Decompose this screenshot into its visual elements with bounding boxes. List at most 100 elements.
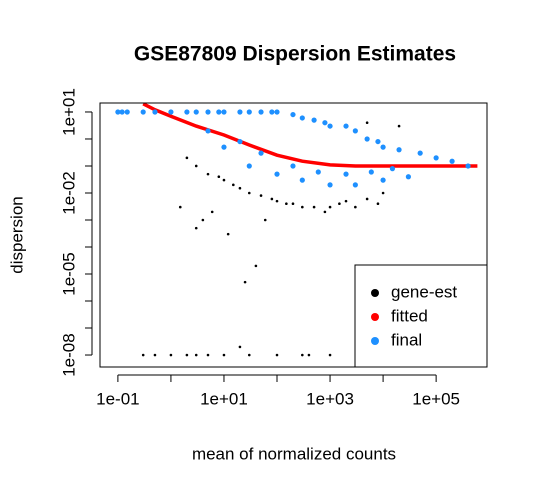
point <box>301 205 304 209</box>
legend-label: final <box>391 330 422 349</box>
point <box>221 144 227 150</box>
fitted-line <box>142 103 478 168</box>
point <box>417 150 423 156</box>
point <box>184 109 190 115</box>
point <box>322 120 328 126</box>
point <box>247 353 251 357</box>
point <box>344 199 348 203</box>
point <box>124 109 130 115</box>
point <box>365 121 369 125</box>
legend-label: fitted <box>391 306 428 325</box>
point <box>365 197 369 201</box>
point <box>216 109 222 115</box>
point <box>263 218 267 222</box>
point <box>185 156 189 160</box>
point <box>274 109 280 115</box>
point <box>299 115 305 121</box>
point <box>168 109 174 115</box>
point <box>201 218 205 222</box>
point <box>338 202 341 206</box>
point <box>259 194 263 197</box>
point <box>275 353 279 357</box>
x-tick-label: 1e+01 <box>200 389 248 408</box>
point <box>258 150 264 156</box>
y-tick-label: 1e-08 <box>59 333 78 376</box>
point <box>115 109 121 115</box>
point <box>290 163 296 169</box>
point <box>238 345 242 349</box>
point <box>232 183 235 187</box>
point <box>291 202 295 206</box>
point <box>465 163 471 169</box>
point <box>221 109 227 115</box>
point <box>258 109 264 115</box>
point <box>301 353 304 357</box>
x-axis-label: mean of normalized counts <box>192 444 396 463</box>
point <box>380 144 386 150</box>
y-tick-label: 1e-02 <box>59 171 78 214</box>
point <box>247 191 251 195</box>
point <box>381 191 385 195</box>
point <box>194 353 198 357</box>
point <box>396 147 402 153</box>
point <box>352 128 358 134</box>
point <box>352 182 358 188</box>
point <box>205 128 211 134</box>
point <box>119 109 125 115</box>
legend-marker <box>371 337 379 345</box>
point <box>178 205 182 209</box>
point <box>364 136 370 142</box>
point <box>222 353 226 357</box>
point <box>323 210 327 214</box>
point <box>312 205 316 209</box>
point <box>140 109 146 115</box>
point <box>153 353 157 357</box>
point <box>237 138 243 145</box>
point <box>328 205 332 209</box>
point <box>290 111 296 118</box>
point <box>368 169 374 175</box>
chart-title: GSE87809 Dispersion Estimates <box>134 43 456 66</box>
point <box>185 353 189 357</box>
point <box>194 226 198 230</box>
legend-marker <box>371 289 379 297</box>
plot-area <box>115 103 478 357</box>
legend-marker <box>371 313 379 321</box>
point <box>343 171 349 177</box>
point <box>246 109 252 115</box>
point <box>311 117 317 123</box>
point <box>194 164 198 168</box>
point <box>354 205 357 209</box>
point <box>226 232 230 236</box>
point <box>405 174 411 180</box>
point <box>343 123 349 129</box>
point <box>169 353 173 357</box>
point <box>193 109 199 115</box>
point <box>328 353 332 357</box>
x-tick-label: 1e+05 <box>412 389 460 408</box>
point <box>254 264 258 268</box>
point <box>152 109 158 115</box>
point <box>141 353 145 357</box>
point <box>270 197 274 201</box>
y-axis-label: dispersion <box>7 196 26 274</box>
point <box>397 124 401 128</box>
point <box>275 199 279 203</box>
y-tick-label: 1e-05 <box>59 252 78 295</box>
x-tick-label: 1e+03 <box>306 389 354 408</box>
point <box>274 171 280 177</box>
point <box>375 138 381 145</box>
point <box>327 182 333 188</box>
legend-label: gene-est <box>391 282 457 301</box>
point <box>315 169 321 175</box>
point <box>389 166 396 172</box>
point <box>433 155 439 161</box>
point <box>376 202 380 206</box>
point <box>285 202 288 206</box>
point <box>206 353 210 357</box>
point <box>222 178 226 182</box>
y-tick-label: 1e+01 <box>59 88 78 136</box>
x-tick-label: 1e-01 <box>96 389 139 408</box>
point <box>217 175 221 179</box>
